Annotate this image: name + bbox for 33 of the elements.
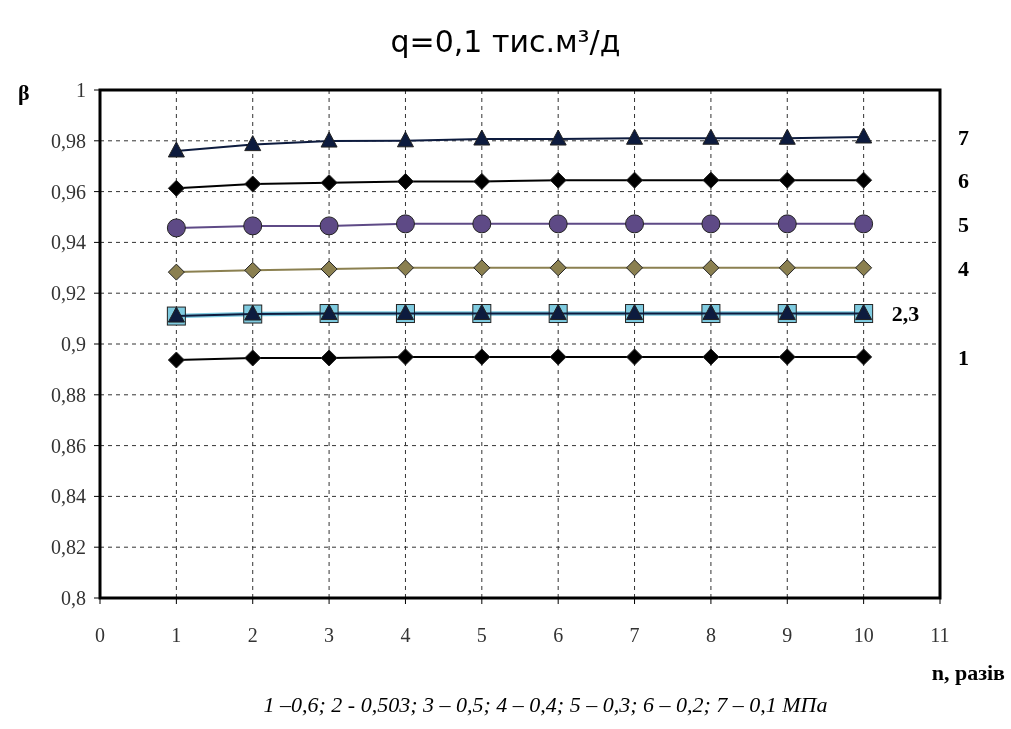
chart-title: q=0,1 тис.м³/д <box>390 24 621 59</box>
y-tick-label: 0,88 <box>51 383 86 406</box>
text: 5 <box>958 211 969 237</box>
y-tick-label: 0,8 <box>61 587 86 609</box>
x-tick-label: 9 <box>782 624 793 646</box>
x-tick-label: 1 <box>171 624 182 646</box>
y-axis-title: β <box>18 80 30 105</box>
y-tick-label: 0,84 <box>51 485 86 508</box>
x-tick-label: 6 <box>553 624 564 646</box>
annotation: 2,3 <box>891 301 920 327</box>
y-tick-label: 0,92 <box>51 282 86 305</box>
y-tick-label: 0,94 <box>51 231 86 254</box>
text: 1 –0,6; 2 - 0,503; 3 – 0,5; 4 – 0,4; 5 – 0,3; 6 – 0,2; 7 – 0,1 МПа <box>263 692 828 717</box>
y-tick-label: 0,96 <box>51 180 86 203</box>
y-tick-label: 0,86 <box>51 434 86 457</box>
y-tick-label: 0,98 <box>51 129 86 152</box>
x-tick-label: 5 <box>476 624 487 646</box>
text: 1 <box>958 344 969 370</box>
y-tick-label: 0,82 <box>51 536 86 559</box>
x-tick-label: 10 <box>853 624 874 646</box>
y-tick-label: 0,9 <box>61 333 86 355</box>
x-tick-label: 7 <box>629 624 640 646</box>
y-tick-label: 1 <box>76 79 86 101</box>
x-axis-title: n, разів <box>931 660 1006 685</box>
x-tick-label: 2 <box>247 624 258 646</box>
text: 4 <box>958 255 969 281</box>
x-tick-label: 3 <box>324 624 335 646</box>
text: 7 <box>958 124 969 150</box>
x-tick-label: 8 <box>705 624 716 646</box>
text: 6 <box>958 167 969 193</box>
x-tick-label: 11 <box>930 624 950 646</box>
x-tick-label: 4 <box>400 624 411 646</box>
x-tick-label: 0 <box>95 624 105 646</box>
